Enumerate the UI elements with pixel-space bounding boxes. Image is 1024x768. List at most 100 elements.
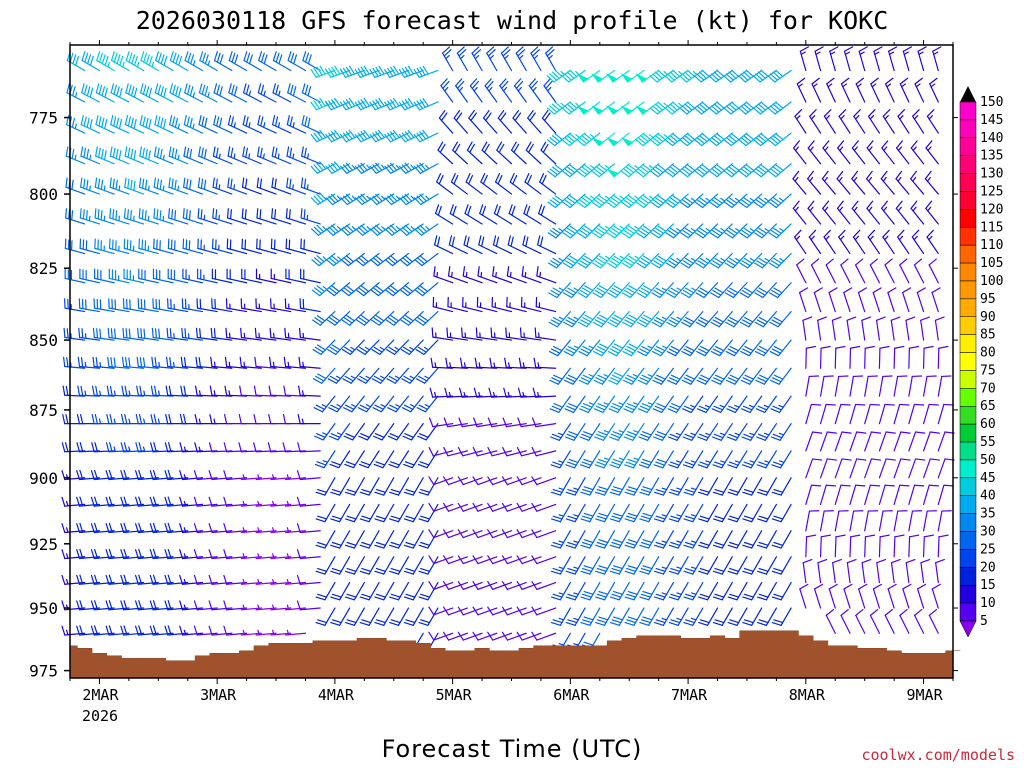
barb-feather <box>182 208 185 219</box>
wind-barb <box>121 385 145 397</box>
wind-barb <box>257 83 277 103</box>
wind-barb <box>153 146 174 165</box>
barb-feather <box>413 68 420 78</box>
barb-half-feather <box>272 579 275 585</box>
barb-feather <box>165 414 169 425</box>
barb-feather <box>552 515 563 520</box>
barb-half-feather <box>322 286 328 291</box>
barb-feather <box>390 461 400 466</box>
barb-feather <box>123 574 128 585</box>
wind-barb <box>403 581 424 601</box>
wind-barb <box>472 529 498 539</box>
wind-barb <box>565 503 586 523</box>
barb-feather <box>315 621 326 626</box>
wind-barb <box>120 574 145 585</box>
barb-feather <box>139 357 143 368</box>
barb-feather <box>90 523 95 534</box>
wind-barb <box>169 51 189 72</box>
wind-barb <box>608 367 630 385</box>
wind-barb <box>284 527 307 534</box>
barb-feather <box>143 328 146 339</box>
barb-feather <box>442 581 450 590</box>
barb-half-feather <box>98 418 102 425</box>
wind-barb <box>535 296 557 313</box>
wind-barb <box>282 442 307 453</box>
barb-feather <box>127 116 131 127</box>
barb-feather <box>141 209 144 220</box>
wind-barb <box>580 477 601 496</box>
barb-half-feather <box>366 195 371 201</box>
wind-barb <box>90 625 115 636</box>
wind-barb <box>473 387 498 398</box>
barb-feather <box>401 100 409 110</box>
barb-feather <box>254 356 257 368</box>
wind-barb <box>80 115 101 134</box>
barb-feather <box>531 502 538 512</box>
barb-half-feather <box>113 446 116 453</box>
barb-feather <box>582 593 593 598</box>
barb-feather <box>569 225 579 232</box>
barb-feather <box>473 49 482 57</box>
barb-feather <box>157 52 162 63</box>
barb-feather <box>136 356 139 368</box>
wind-barb <box>591 223 616 239</box>
barb-feather <box>549 408 560 414</box>
wind-barb <box>374 503 395 523</box>
barb-feather <box>316 461 327 466</box>
wind-barb <box>591 101 616 115</box>
barb-feather <box>547 262 558 269</box>
colorbar-label: 70 <box>980 381 996 396</box>
wind-barb <box>471 46 483 72</box>
barb-feather <box>581 461 592 466</box>
barb-feather <box>580 348 590 354</box>
wind-barb <box>182 268 204 284</box>
barb-feather <box>565 518 576 523</box>
wind-barb <box>592 252 616 269</box>
colorbar-label: 145 <box>980 113 1003 128</box>
barb-feather <box>254 327 257 339</box>
wind-barb <box>193 496 218 507</box>
barb-feather <box>107 356 110 368</box>
barb-feather <box>569 101 578 109</box>
barb-feather <box>200 209 203 220</box>
wind-barb <box>534 327 557 341</box>
credit-link[interactable]: coolwx.com/models <box>861 746 1015 764</box>
wind-barb <box>255 527 277 534</box>
barb-feather <box>144 210 147 221</box>
wind-barb <box>428 417 454 428</box>
barb-feather <box>260 116 264 127</box>
wind-barb <box>565 556 586 575</box>
barb-feather <box>500 46 509 54</box>
barb-feather <box>297 442 301 453</box>
barb-feather <box>378 129 385 139</box>
barb-half-feather <box>478 362 481 369</box>
barb-feather <box>289 147 293 158</box>
barb-feather <box>593 199 603 206</box>
barb-feather <box>152 522 157 533</box>
barb-feather <box>471 80 479 89</box>
barb-feather <box>501 529 509 539</box>
barb-feather <box>179 600 184 611</box>
barb-feather <box>375 162 383 171</box>
barb-feather <box>62 356 66 368</box>
barb-feather <box>472 631 479 641</box>
barb-feather <box>549 229 559 237</box>
barb-feather <box>143 52 148 63</box>
wind-barb <box>501 502 527 512</box>
barb-feather <box>100 210 103 221</box>
barb-feather <box>401 226 410 235</box>
barb-half-feather <box>618 430 625 433</box>
barb-feather <box>375 285 384 293</box>
barb-feather <box>292 86 297 97</box>
barb-half-feather <box>492 391 496 398</box>
barb-feather <box>229 209 232 220</box>
barb-half-feather <box>489 54 494 60</box>
wind-barb <box>340 193 365 206</box>
wind-barb <box>224 356 248 369</box>
barb-feather <box>596 166 605 174</box>
barb-feather <box>592 321 603 328</box>
barb-feather <box>193 496 198 507</box>
barb-feather <box>582 287 592 294</box>
barb-half-feather <box>183 500 187 507</box>
barb-feather <box>403 463 413 469</box>
